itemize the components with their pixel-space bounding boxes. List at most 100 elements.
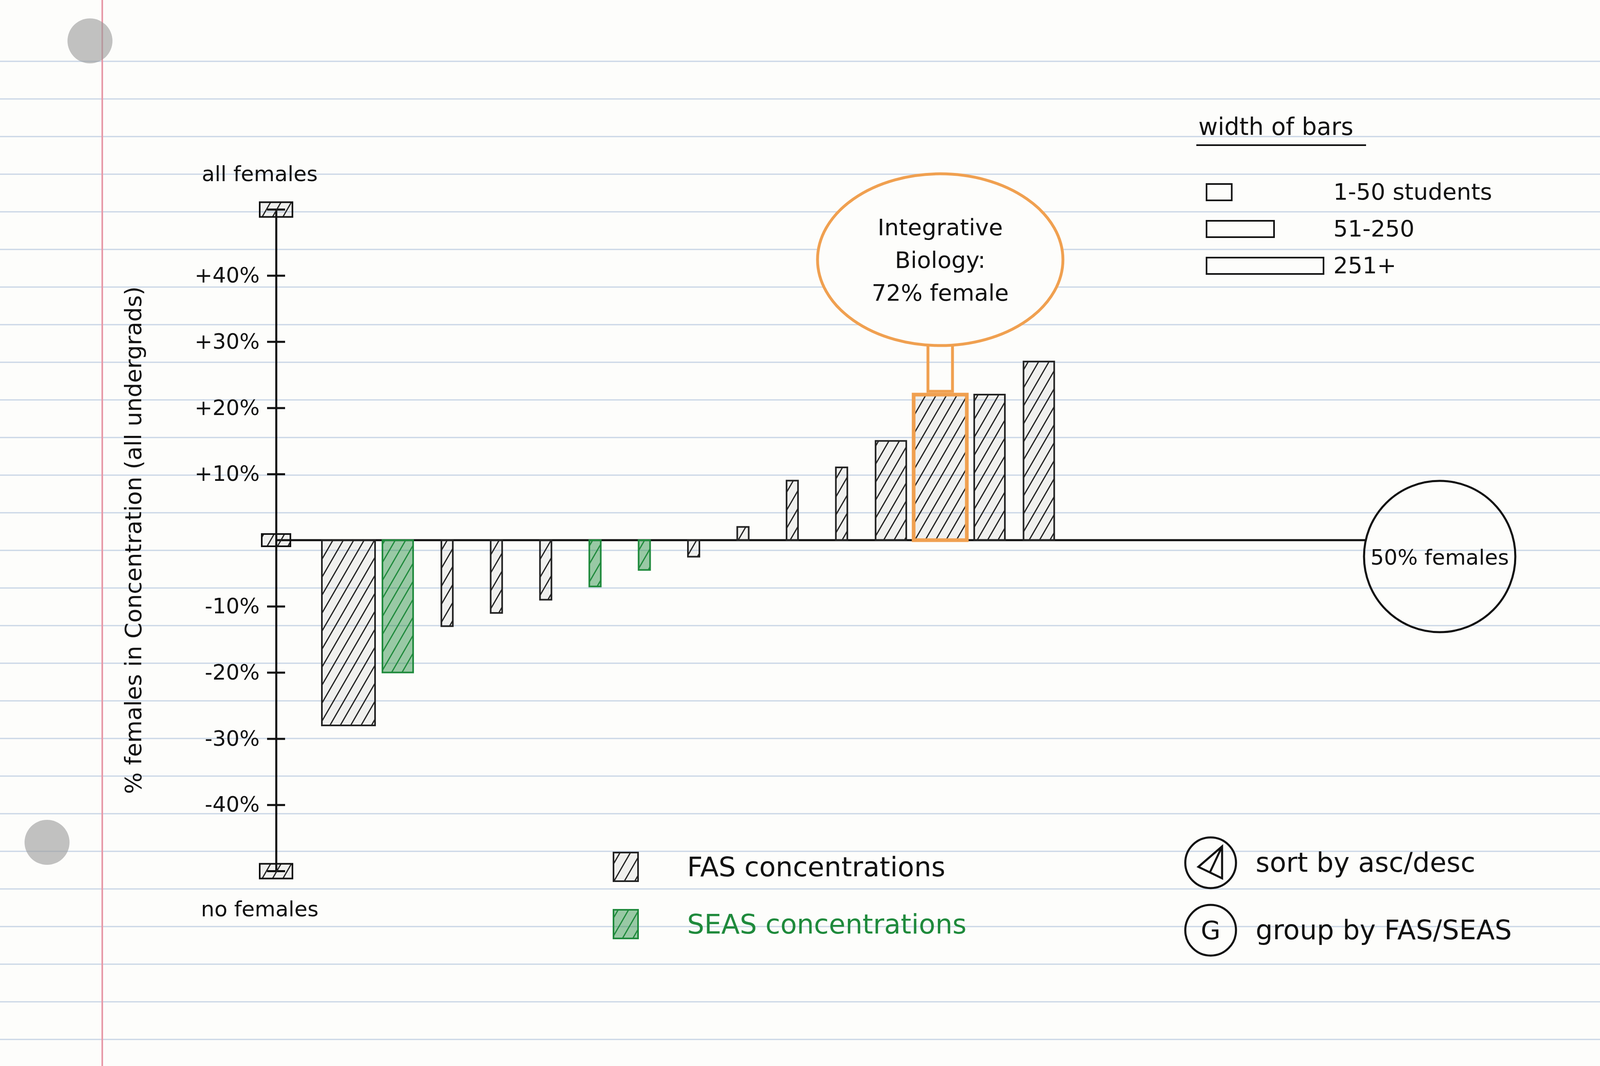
control-icon[interactable] <box>1198 846 1223 879</box>
bar <box>687 540 700 557</box>
y-tick: no females <box>200 864 319 922</box>
y-axis: no females -40% -30% -20% -10% +10% +20% +30% +4… <box>194 161 319 922</box>
axis-end-cap <box>259 864 293 879</box>
y-tick-label: +10% <box>194 461 260 486</box>
annotation-pointer <box>928 341 953 392</box>
baseline-cap <box>261 534 291 547</box>
paper-rule <box>0 1039 1600 1041</box>
size-legend-label: 51-250 <box>1333 215 1415 242</box>
reference-line <box>276 539 1367 542</box>
bar <box>1023 361 1055 541</box>
y-tick: -20% <box>204 660 286 685</box>
y-tick-label: no females <box>200 896 319 922</box>
controls: sort by asc/desc Ggroup by FAS/SEAS <box>1185 837 1512 956</box>
paper-rule <box>0 775 1600 778</box>
paper-rule <box>0 361 1600 364</box>
paper-rule <box>0 587 1600 589</box>
size-legend-swatch <box>1206 257 1324 275</box>
y-tick-mark <box>267 341 286 344</box>
size-legend-label: 251+ <box>1333 251 1397 279</box>
size-legend-label: 1-50 students <box>1333 178 1493 205</box>
control-button[interactable]: Ggroup by FAS/SEAS <box>1185 905 1512 956</box>
y-tick-label: +20% <box>194 395 260 421</box>
bar <box>539 540 552 600</box>
legend-label: SEAS concentrations <box>687 908 967 941</box>
control-icon[interactable]: G <box>1200 915 1221 946</box>
annotation-line: 72% female <box>871 279 1009 306</box>
y-tick-mark <box>267 737 286 740</box>
bar <box>737 527 749 541</box>
control-button[interactable]: sort by asc/desc <box>1185 837 1476 889</box>
y-tick: -40% <box>204 792 286 817</box>
y-tick-label: +30% <box>194 329 260 354</box>
size-legend-underline <box>1196 144 1367 147</box>
legend: FAS concentrations SEAS concentrations <box>613 851 967 941</box>
paper-rule <box>0 700 1600 702</box>
paper-rule <box>0 249 1600 251</box>
legend-swatch <box>613 852 639 882</box>
y-tick: -10% <box>204 593 286 619</box>
paper-rule <box>0 60 1600 63</box>
reference-label: 50% females <box>1370 545 1509 570</box>
control-label[interactable]: sort by asc/desc <box>1255 847 1476 879</box>
paper-rule <box>0 98 1600 100</box>
bar <box>441 540 453 627</box>
paper-rule <box>0 1001 1600 1003</box>
y-tick-mark <box>267 406 286 409</box>
size-legend: width of bars 1-50 students 51-250 251+ <box>1196 112 1493 279</box>
paper-rule <box>0 550 1600 552</box>
bar <box>974 394 1005 541</box>
bars <box>321 361 1055 726</box>
size-legend-swatch <box>1206 184 1232 201</box>
paper-rule <box>0 324 1600 326</box>
paper-rule <box>0 964 1600 966</box>
chart-svg: 50% females no females -40% -30% -20% -10% +10… <box>0 0 1600 1066</box>
paper-hole <box>67 18 113 64</box>
y-tick-mark <box>267 473 286 476</box>
y-tick-label: -20% <box>204 660 260 685</box>
control-circle[interactable] <box>1185 837 1236 889</box>
axis-end-cap <box>259 202 293 218</box>
bar <box>835 467 848 541</box>
paper-rule <box>0 625 1600 627</box>
y-tick: -30% <box>204 726 286 751</box>
bar <box>786 480 798 541</box>
bar <box>913 394 967 541</box>
y-tick: +20% <box>194 395 286 421</box>
y-tick: all females <box>201 161 318 218</box>
bar <box>321 540 376 726</box>
bar <box>638 540 650 571</box>
paper-rule <box>0 211 1600 213</box>
y-tick-label: -30% <box>204 726 260 751</box>
y-axis-title: % females in Concentration (all undergra… <box>119 286 147 794</box>
bar <box>875 440 907 541</box>
paper-rule <box>0 512 1600 514</box>
control-label[interactable]: group by FAS/SEAS <box>1255 914 1512 947</box>
control-circle[interactable] <box>1185 905 1236 956</box>
bar <box>589 540 601 587</box>
y-tick-mark <box>267 274 286 277</box>
size-legend-title: width of bars <box>1198 112 1354 141</box>
paper-hole <box>24 820 70 866</box>
y-tick-mark <box>267 605 286 608</box>
y-tick-label: -10% <box>204 593 260 619</box>
y-tick: +30% <box>194 329 286 354</box>
y-tick-label: +40% <box>194 262 260 288</box>
paper-rule <box>0 888 1600 890</box>
annotation-bubble <box>817 173 1063 346</box>
paper-margin <box>101 0 104 1066</box>
y-tick-mark <box>267 671 286 675</box>
paper <box>0 0 1600 1066</box>
annotation-line: Biology: <box>894 246 986 274</box>
paper-lines <box>0 0 1600 1066</box>
y-tick-label: all females <box>201 161 318 187</box>
legend-label: FAS concentrations <box>687 851 946 884</box>
bar <box>490 540 503 614</box>
y-tick: +40% <box>194 262 286 288</box>
legend-swatch <box>613 910 639 939</box>
bar <box>382 540 414 673</box>
paper-rule <box>0 437 1600 439</box>
paper-rule <box>0 136 1600 138</box>
y-tick-label: -40% <box>204 792 260 817</box>
reference-circle <box>1364 480 1516 633</box>
